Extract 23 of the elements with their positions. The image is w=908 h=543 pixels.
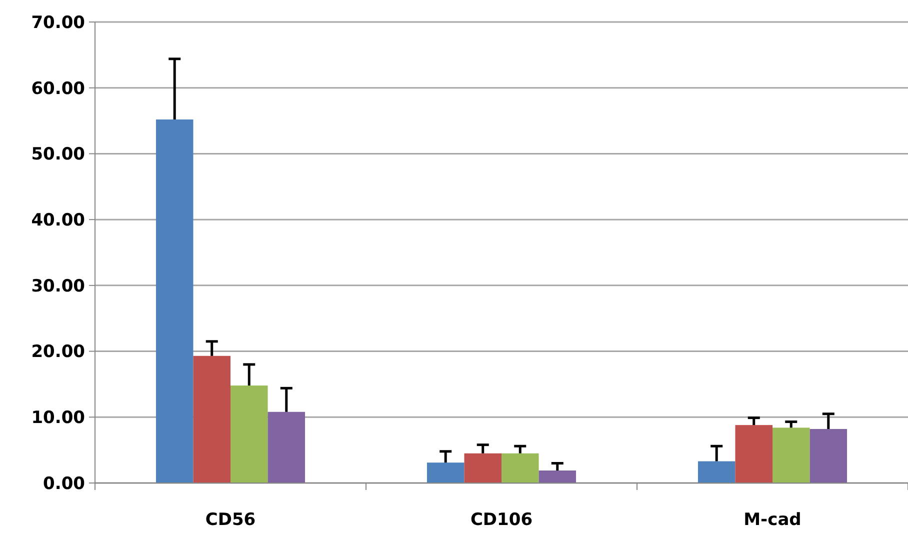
bar: [230, 386, 268, 483]
y-tick-label: 10.00: [31, 408, 86, 428]
y-tick-label: 30.00: [31, 276, 86, 296]
y-tick-label: 40.00: [31, 210, 86, 231]
bar: [502, 453, 539, 483]
y-tick-label: 0.00: [43, 474, 86, 494]
bar: [268, 412, 306, 483]
bar: [464, 453, 502, 483]
bar: [772, 428, 810, 483]
y-tick-label: 20.00: [31, 342, 86, 362]
bar: [193, 356, 230, 483]
bar: [735, 425, 772, 483]
y-tick-label: 70.00: [31, 12, 86, 33]
y-tick-label: 60.00: [31, 78, 86, 99]
bar: [538, 470, 576, 483]
bar: [698, 461, 736, 483]
bar: [156, 119, 194, 483]
x-tick-label: CD56: [205, 510, 256, 530]
bar: [426, 462, 464, 483]
x-tick-label: M-cad: [744, 510, 802, 530]
x-tick-label: CD106: [470, 510, 533, 530]
bar: [810, 428, 848, 483]
y-tick-label: 50.00: [31, 144, 86, 165]
